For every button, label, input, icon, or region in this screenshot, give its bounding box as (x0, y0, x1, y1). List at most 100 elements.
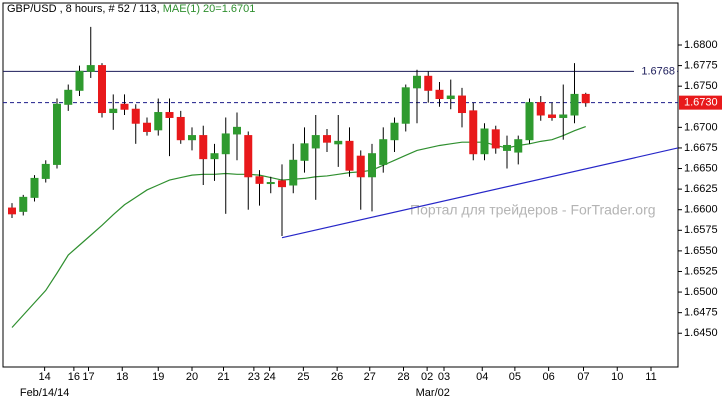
plot-frame (2, 2, 679, 368)
candle-body (199, 135, 208, 160)
y-tick-label: 1.6550 (684, 245, 718, 257)
candle-body (109, 108, 118, 114)
indicator-label: MAE(1) 20=1.6701 (163, 3, 256, 15)
candle-body (480, 128, 489, 155)
x-tick-label: 10 (611, 371, 623, 383)
y-tick-label: 1.6625 (684, 183, 718, 195)
y-tick-label: 1.6600 (684, 204, 718, 216)
y-tick-label: 1.6675 (684, 142, 718, 154)
candle-body (413, 75, 421, 89)
x-tick-label: 24 (264, 371, 276, 383)
x-tick-label: 06 (543, 371, 555, 383)
candle-body (503, 144, 511, 151)
candle-body (221, 133, 230, 155)
x-tick-label: 02 (421, 371, 433, 383)
moving-average-line (11, 125, 586, 328)
x-tick-label: 25 (297, 371, 309, 383)
x-tick-label: 07 (577, 371, 589, 383)
y-tick-label: 1.6750 (684, 80, 718, 92)
x-tick-label: 17 (82, 371, 94, 383)
candle-body (536, 102, 545, 116)
candle-body (154, 112, 163, 131)
current-price-box (679, 95, 722, 110)
x-tick-label: 11 (645, 371, 656, 383)
candle-body (233, 126, 241, 135)
candle-body (98, 65, 106, 114)
trendline (281, 147, 678, 239)
candle-body (244, 135, 253, 178)
x-tick-label: 05 (509, 371, 521, 383)
candle-body (120, 103, 129, 110)
candle-body (458, 95, 466, 114)
candle-body (379, 139, 388, 165)
candle-body (300, 143, 309, 161)
x-tick-label: 26 (331, 371, 343, 383)
candle-body (581, 93, 590, 104)
candle-body (548, 114, 556, 118)
candle-body (75, 70, 84, 91)
candle-body (53, 103, 61, 165)
y-tick-label: 1.6575 (684, 224, 718, 236)
candle-body (64, 89, 73, 105)
x-tick-label: 03 (438, 371, 450, 383)
y-tick-label: 1.6800 (684, 39, 718, 51)
candle-body (41, 163, 50, 179)
x-tick-label: 19 (152, 371, 164, 383)
candle-body (514, 139, 523, 153)
chart-title: GBP/USD , 8 hours, # 52 / 113, MAE(1) 20… (7, 3, 255, 15)
candle-body (188, 135, 196, 141)
candle-body (176, 116, 185, 141)
candle-body (323, 135, 331, 143)
x-tick-label: 27 (364, 371, 376, 383)
level-label: 1.6768 (641, 65, 675, 77)
title-text: GBP/USD , 8 hours, # 52 / 113, (7, 3, 160, 15)
candle-body (446, 95, 455, 100)
x-tick-label: 16 (68, 371, 80, 383)
candle-body (311, 135, 320, 149)
x-tick-label: 28 (397, 371, 409, 383)
plot-layer (3, 26, 678, 328)
candle-body (289, 159, 298, 186)
y-tick-label: 1.6650 (684, 162, 718, 174)
y-tick-label: 1.6475 (684, 307, 718, 319)
candle-body (255, 176, 264, 184)
candle-body (390, 122, 399, 141)
candle-body (401, 87, 410, 124)
y-tick-label: 1.6700 (684, 121, 718, 133)
candle-body (334, 140, 343, 145)
x-sublabel: Feb/14/14 (20, 387, 70, 399)
x-tick-label: 04 (476, 371, 488, 383)
candle-body (356, 155, 365, 178)
candle-body (210, 153, 219, 160)
candle-body (19, 196, 28, 212)
x-tick-label: 21 (217, 371, 229, 383)
candle-body (570, 93, 579, 116)
candle-body (165, 112, 174, 118)
candle-body (86, 65, 95, 72)
candle-body (131, 108, 140, 124)
x-tick-label: 20 (186, 371, 198, 383)
x-tick-label: 23 (248, 371, 260, 383)
candle-body (266, 182, 275, 185)
y-tick-label: 1.6525 (684, 265, 718, 277)
candle-body (8, 207, 16, 215)
candle-body (424, 75, 433, 91)
candle-body (143, 122, 151, 132)
x-sublabel: Mar/02 (416, 387, 450, 399)
y-tick-label: 1.6500 (684, 286, 718, 298)
level-label-box (634, 64, 677, 78)
y-tick-label: 1.6775 (684, 59, 718, 71)
current-price-label: 1.6730 (684, 97, 718, 109)
watermark: Портал для трейдеров - ForTrader.org (410, 202, 656, 218)
candle-body (30, 177, 39, 198)
candle-body (491, 129, 500, 149)
x-tick-label: 18 (116, 371, 128, 383)
candle-body (345, 140, 354, 171)
candle-body (278, 180, 286, 188)
candle-body (469, 110, 478, 155)
x-tick-label: 14 (39, 371, 51, 383)
candle-body (559, 114, 568, 118)
candle-body (525, 102, 534, 141)
